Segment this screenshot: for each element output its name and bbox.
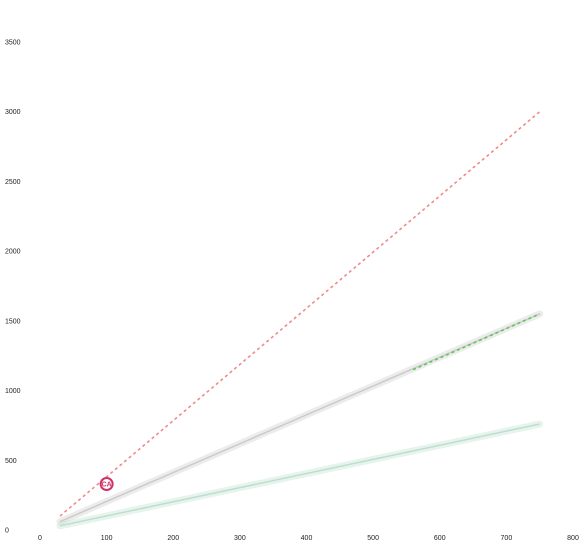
y-tick-label: 1000: [5, 388, 21, 395]
x-tick-label: 100: [101, 535, 113, 541]
x-tick-label: 200: [167, 535, 179, 541]
x-tick-label: 600: [434, 535, 446, 541]
y-tick-label: 500: [5, 458, 17, 465]
marker-label: CA: [102, 481, 112, 488]
x-tick-label: 0: [38, 535, 42, 541]
x-tick-label: 700: [501, 535, 513, 541]
series-line-2: [59, 423, 540, 527]
y-tick-label: 0: [5, 528, 9, 535]
marker-layer: CA: [99, 476, 114, 491]
series-line-0: [59, 111, 541, 517]
x-axis-ticks: 0 100 200 300 400 500 600 700 800: [38, 535, 579, 542]
y-tick-label: 3000: [5, 109, 21, 116]
series-line-1: [59, 313, 540, 523]
y-tick-label: 1500: [5, 318, 21, 325]
y-tick-label: 2000: [5, 249, 21, 256]
series-line-3: [412, 313, 541, 371]
x-tick-label: 500: [367, 535, 379, 541]
marker-point: [99, 476, 114, 491]
y-axis-ticks: 0 500 1000 1500 2000 2500 3000 3500: [5, 40, 21, 535]
x-tick-label: 400: [301, 535, 313, 541]
y-tick-label: 3500: [5, 40, 21, 47]
y-tick-label: 2500: [5, 179, 21, 186]
x-tick-label: 800: [567, 535, 579, 541]
x-tick-label: 300: [234, 535, 246, 541]
line-layer: [59, 111, 541, 527]
